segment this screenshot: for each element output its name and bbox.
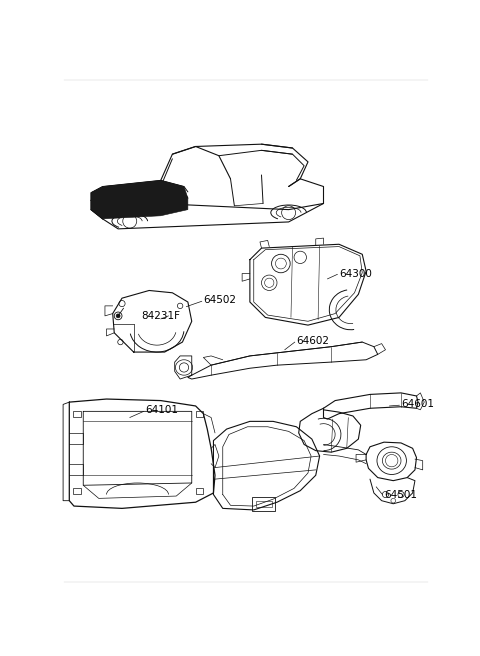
Bar	[196, 487, 204, 494]
Text: 64601: 64601	[401, 399, 434, 409]
Circle shape	[116, 314, 120, 318]
Text: 84231F: 84231F	[142, 311, 180, 321]
Text: 64300: 64300	[339, 268, 372, 279]
Text: 64501: 64501	[384, 489, 417, 499]
Bar	[196, 411, 204, 417]
Bar	[252, 497, 276, 510]
Polygon shape	[91, 180, 188, 219]
Bar	[73, 487, 81, 494]
Text: 64502: 64502	[204, 295, 236, 306]
Bar	[256, 501, 272, 507]
Text: 64602: 64602	[296, 335, 329, 346]
Bar	[73, 411, 81, 417]
Text: 64101: 64101	[145, 405, 178, 415]
